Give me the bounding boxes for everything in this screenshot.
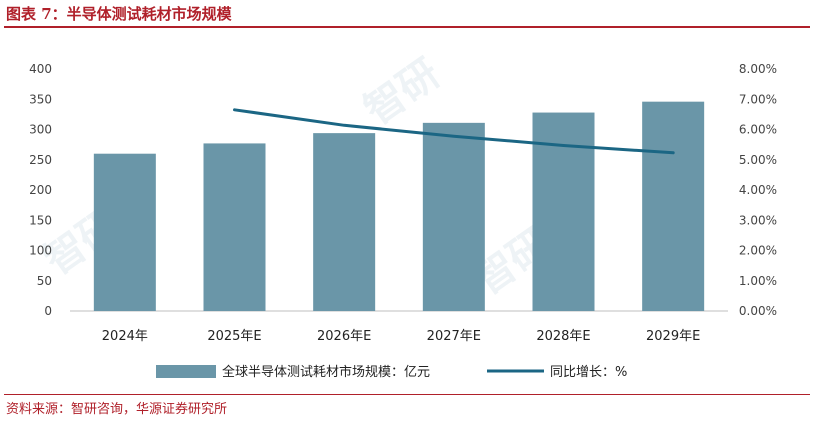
y-left-tick-label: 0 <box>44 304 52 318</box>
bar <box>313 133 376 311</box>
y-right-tick-label: 2.00% <box>739 244 777 258</box>
y-right-tick-label: 0.00% <box>739 304 777 318</box>
source-divider <box>4 394 810 395</box>
y-left-tick-label: 100 <box>29 244 52 258</box>
bar <box>93 153 156 311</box>
figure-title: 图表 7：半导体测试耗材市场规模 <box>6 5 232 23</box>
x-tick-label: 2026年E <box>317 329 371 344</box>
growth-line <box>233 108 675 155</box>
y-left-tick-label: 300 <box>29 123 52 137</box>
y-left-tick-label: 150 <box>29 213 52 227</box>
source-note: 资料来源：智研咨询，华源证券研究所 <box>6 402 228 417</box>
y-left-tick-label: 350 <box>29 92 52 106</box>
title-divider <box>4 26 810 28</box>
y-right-tick-label: 8.00% <box>739 62 777 76</box>
x-tick-label: 2028年E <box>536 329 590 344</box>
x-tick-label: 2025年E <box>207 329 261 344</box>
legend-bar-label: 全球半导体测试耗材市场规模：亿元 <box>222 364 430 380</box>
y-right-tick-label: 1.00% <box>739 274 777 288</box>
bar <box>642 101 705 311</box>
bar <box>203 143 266 311</box>
bar <box>422 122 485 311</box>
y-left-tick-label: 200 <box>29 183 52 197</box>
y-left-tick-label: 50 <box>37 274 52 288</box>
y-right-tick-label: 5.00% <box>739 153 777 167</box>
y-right-tick-label: 7.00% <box>739 92 777 106</box>
legend-line-label: 同比增长：% <box>550 365 627 380</box>
x-tick-label: 2029年E <box>646 329 700 344</box>
y-right-tick-label: 4.00% <box>739 183 777 197</box>
y-right-tick-label: 6.00% <box>739 123 777 137</box>
legend-bar-swatch <box>156 365 216 378</box>
x-tick-label: 2024年 <box>102 329 148 344</box>
x-tick-label: 2027年E <box>427 329 481 344</box>
y-right-tick-label: 3.00% <box>739 213 777 227</box>
y-left-tick-label: 250 <box>29 153 52 167</box>
y-left-tick-label: 400 <box>29 62 52 76</box>
